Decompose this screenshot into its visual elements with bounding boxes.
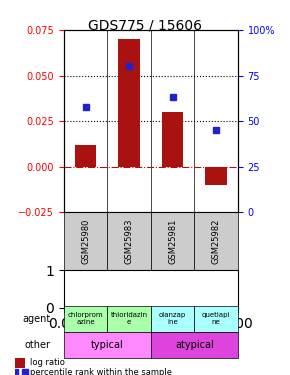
FancyBboxPatch shape [151, 306, 194, 332]
FancyBboxPatch shape [151, 332, 238, 358]
FancyBboxPatch shape [64, 212, 107, 270]
Text: typical: typical [91, 340, 124, 350]
Bar [75, 145, 96, 166]
FancyBboxPatch shape [107, 212, 151, 270]
Text: atypical: atypical [175, 340, 214, 350]
Text: GDS775 / 15606: GDS775 / 15606 [88, 19, 202, 33]
Bar [14, 358, 25, 368]
Bar [118, 39, 140, 166]
FancyBboxPatch shape [107, 306, 151, 332]
FancyBboxPatch shape [64, 306, 107, 332]
Text: quetiapi
ne: quetiapi ne [202, 312, 230, 325]
FancyBboxPatch shape [64, 332, 151, 358]
Text: chlorprom
azine: chlorprom azine [68, 312, 103, 325]
FancyBboxPatch shape [194, 306, 238, 332]
Text: GSM25981: GSM25981 [168, 219, 177, 264]
Text: percentile rank within the sample: percentile rank within the sample [30, 368, 172, 375]
Text: thioridazin
e: thioridazin e [110, 312, 148, 325]
Text: GSM25980: GSM25980 [81, 219, 90, 264]
FancyBboxPatch shape [194, 212, 238, 270]
Text: GSM25983: GSM25983 [124, 219, 134, 264]
Bar [205, 166, 227, 185]
Text: other: other [25, 340, 51, 350]
Text: GSM25982: GSM25982 [211, 219, 221, 264]
Text: olanzap
ine: olanzap ine [159, 312, 186, 325]
Bar [162, 112, 184, 166]
Text: log ratio: log ratio [30, 358, 65, 368]
FancyBboxPatch shape [151, 212, 194, 270]
Text: agent: agent [23, 314, 51, 324]
